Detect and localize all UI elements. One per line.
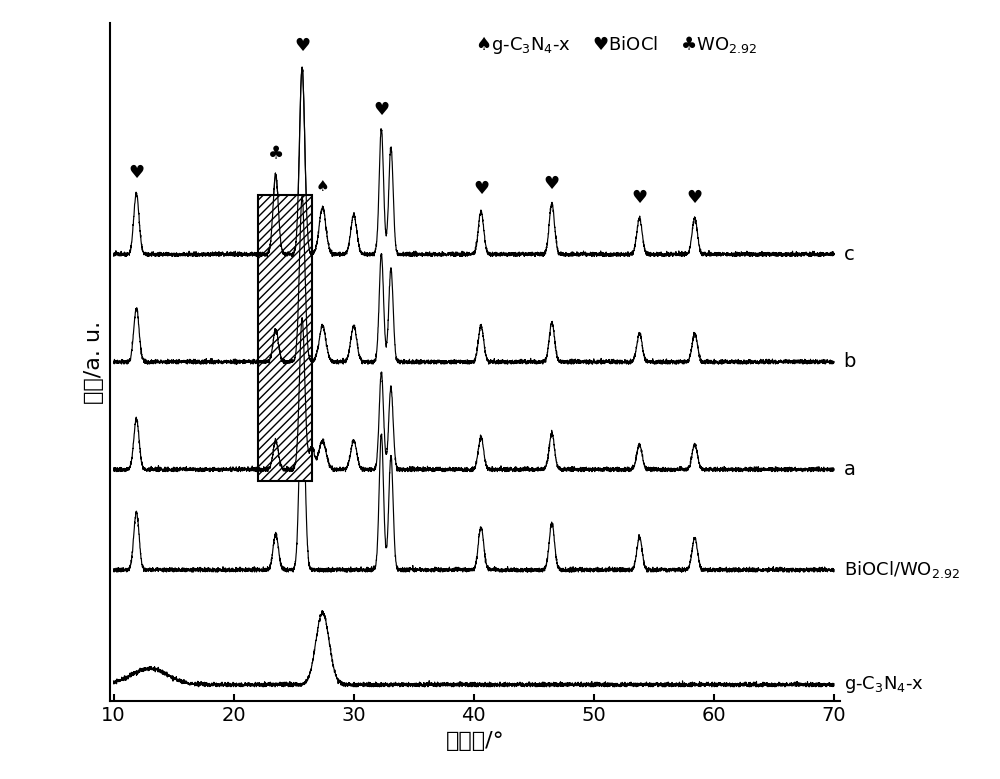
Text: ♥: ♥ bbox=[294, 37, 310, 55]
Text: a: a bbox=[844, 460, 855, 479]
Text: ♣: ♣ bbox=[268, 146, 284, 164]
Text: g-C$_3$N$_4$-x: g-C$_3$N$_4$-x bbox=[844, 674, 923, 695]
Text: ♠: ♠ bbox=[316, 179, 329, 194]
Text: c: c bbox=[844, 245, 854, 263]
Bar bbox=[258, 196, 312, 481]
Text: ♥: ♥ bbox=[631, 189, 648, 206]
Text: ♥: ♥ bbox=[544, 175, 560, 193]
Y-axis label: 强度/a. u.: 强度/a. u. bbox=[84, 321, 104, 404]
Text: b: b bbox=[844, 352, 856, 372]
Text: ♠g-C$_3$N$_4$-x    ♥BiOCl    ♣WO$_{2.92}$: ♠g-C$_3$N$_4$-x ♥BiOCl ♣WO$_{2.92}$ bbox=[475, 33, 757, 55]
X-axis label: 衍射角/°: 衍射角/° bbox=[446, 731, 504, 750]
Text: ♥: ♥ bbox=[373, 101, 389, 119]
Text: ♥: ♥ bbox=[473, 180, 489, 198]
Text: ♥: ♥ bbox=[128, 164, 144, 182]
Text: ♥: ♥ bbox=[687, 189, 703, 206]
Text: BiOCl/WO$_{2.92}$: BiOCl/WO$_{2.92}$ bbox=[844, 559, 959, 580]
